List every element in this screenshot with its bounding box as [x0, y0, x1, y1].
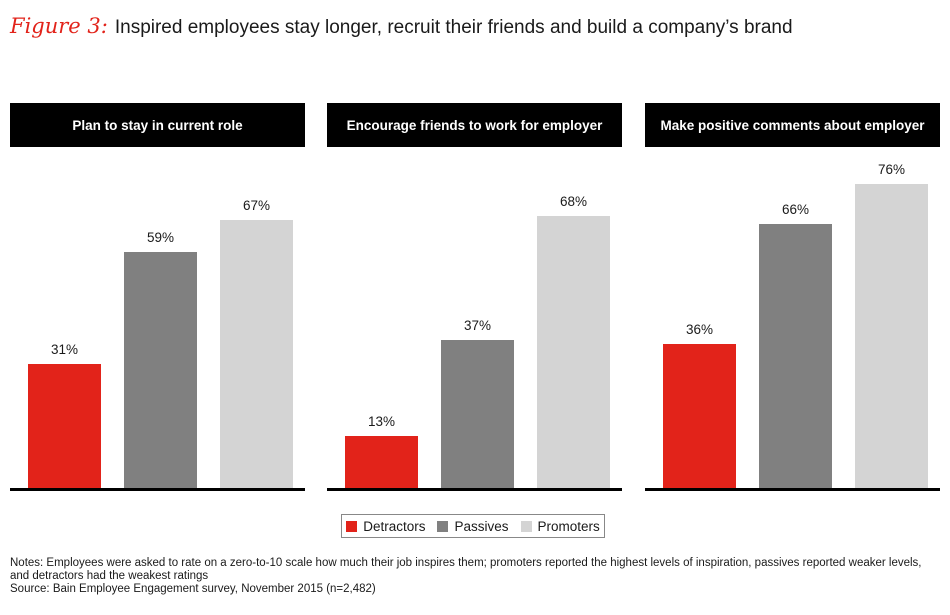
- source-text: Source: Bain Employee Engagement survey,…: [10, 583, 376, 595]
- figure-label: Figure 3:: [10, 14, 108, 38]
- panel-header-2: [327, 103, 622, 147]
- panel-title-1: Plan to stay in current role: [72, 118, 243, 133]
- bar-2-promoters: [537, 216, 610, 488]
- panel-header-3: [645, 103, 940, 147]
- data-label-2-passives: 37%: [464, 318, 491, 333]
- figure-title: Figure 3: Inspired employees stay longer…: [10, 14, 793, 44]
- legend-label-passives: Passives: [454, 518, 509, 534]
- bar-3-passives: [759, 224, 832, 488]
- legend-item-passives: Passives: [437, 518, 509, 534]
- chart-notes: Notes: Employees were asked to rate on a…: [10, 557, 940, 596]
- legend-item-detractors: Detractors: [346, 519, 425, 534]
- notes-text: Notes: Employees were asked to rate on a…: [10, 557, 922, 582]
- bar-3-promoters: [855, 184, 928, 488]
- legend-swatch-detractors: [346, 520, 358, 532]
- figure-title-text: Inspired employees stay longer, recruit …: [114, 17, 793, 38]
- data-label-1-detractors: 31%: [51, 342, 78, 357]
- legend-label-detractors: Detractors: [363, 518, 426, 534]
- legend-label-promoters: Promoters: [537, 518, 600, 534]
- panel-header-1: [10, 103, 305, 147]
- data-label-3-detractors: 36%: [686, 322, 713, 337]
- bar-1-detractors: [28, 364, 101, 488]
- legend-swatch-passives: [437, 520, 449, 532]
- panel-baseline-1: [10, 488, 305, 491]
- data-label-3-promoters: 76%: [878, 162, 905, 177]
- data-label-2-detractors: 13%: [368, 414, 395, 429]
- data-label-1-promoters: 67%: [243, 198, 270, 213]
- bar-2-detractors: [345, 436, 418, 488]
- panel-baseline-3: [645, 488, 940, 491]
- panel-baseline-2: [327, 488, 622, 491]
- chart-legend: Detractors Passives Promoters: [341, 514, 605, 538]
- bar-1-passives: [124, 252, 197, 488]
- data-label-3-passives: 66%: [782, 202, 809, 217]
- legend-swatch-promoters: [520, 520, 532, 532]
- data-label-1-passives: 59%: [147, 230, 174, 245]
- panel-title-3: Make positive comments about employer: [660, 118, 925, 133]
- bar-chart: Plan to stay in current role 31% 59% 67% Enc…: [10, 103, 940, 491]
- data-label-2-promoters: 68%: [560, 194, 587, 209]
- panel-title-2: Encourage friends to work for employer: [347, 118, 604, 133]
- bar-1-promoters: [220, 220, 293, 488]
- bar-3-detractors: [663, 344, 736, 488]
- legend-item-promoters: Promoters: [520, 518, 600, 534]
- bar-2-passives: [441, 340, 514, 488]
